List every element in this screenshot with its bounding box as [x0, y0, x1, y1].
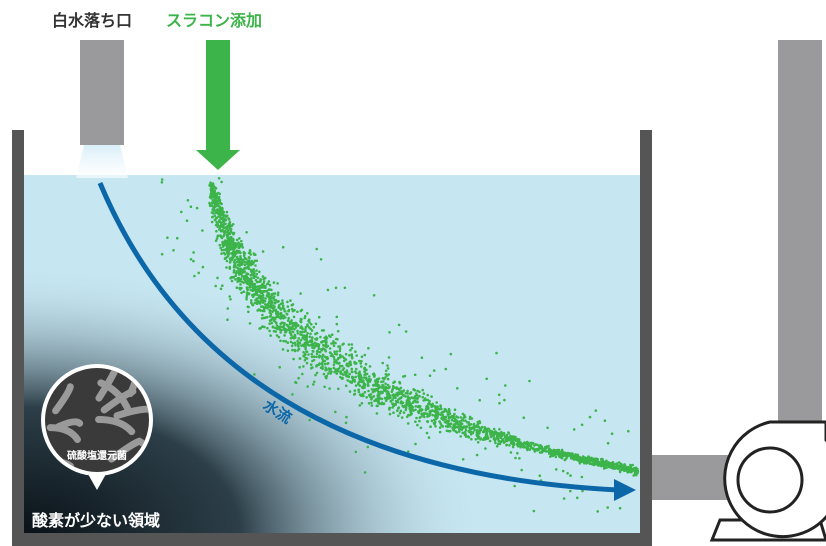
bacteria-label: 硫酸塩還元菌 — [67, 449, 127, 462]
green-arrow-shaft — [206, 40, 230, 150]
bacteria-pointer — [88, 474, 106, 490]
flow-arrowhead — [614, 479, 636, 501]
return-pipe-vertical — [778, 40, 822, 460]
outlet-label: 白水落ち口 — [52, 11, 132, 30]
tank-bottom — [12, 533, 652, 546]
tank-wall-left — [12, 130, 24, 546]
outlet-pipe — [80, 40, 124, 145]
additive-particles — [160, 177, 640, 513]
tank-wall-right — [640, 130, 652, 546]
low-oxygen-label: 酸素が少ない領域 — [32, 511, 160, 530]
water-spray — [76, 145, 128, 178]
flow-curve — [97, 182, 619, 493]
return-pipe-horizontal — [652, 455, 732, 500]
green-arrow-head — [196, 150, 240, 170]
additive-label: スラコン添加 — [166, 11, 262, 30]
pump-impeller — [736, 446, 804, 514]
